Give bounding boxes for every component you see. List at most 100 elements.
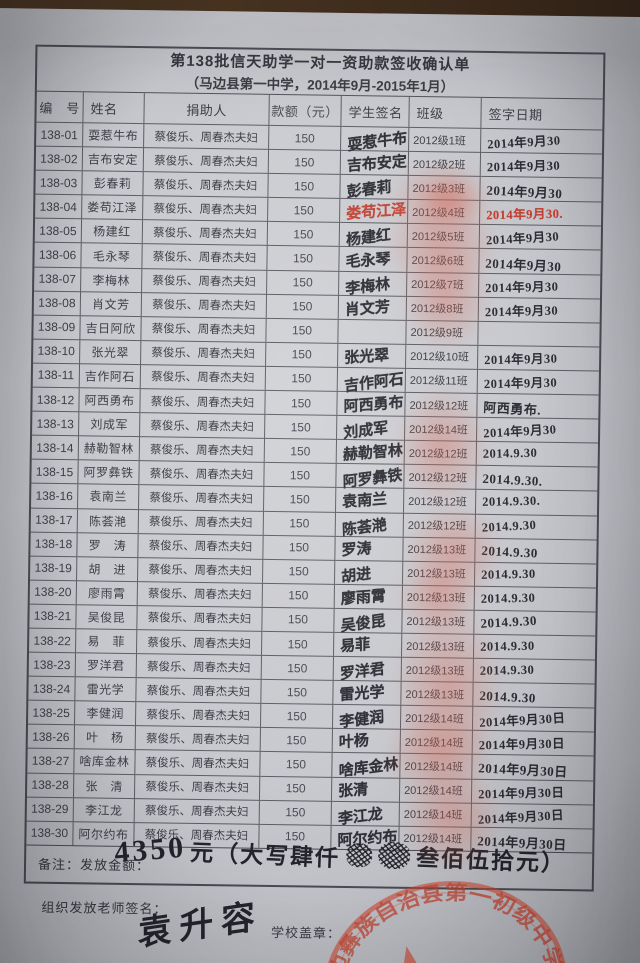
amount: 150 (259, 799, 332, 825)
date-cell: 2014年9月30日 (472, 706, 595, 732)
student-signature: 张清 (338, 781, 369, 800)
student-id: 138-23 (28, 651, 77, 677)
student-name: 杨建红 (81, 218, 144, 244)
donor-name: 蔡俊乐、周春杰夫妇 (143, 147, 270, 174)
donor-name: 蔡俊乐、周春杰夫妇 (143, 195, 269, 222)
signature-date: 2014年9月30. (486, 206, 564, 223)
header-donor: 捐助人 (144, 93, 270, 125)
signature-date: 阿西勇布. (483, 399, 542, 418)
signature-date: 2014年9月30日 (478, 711, 566, 731)
amount: 150 (265, 365, 339, 391)
date-cell: 2014年9月30 (477, 368, 599, 395)
date-cell: 2014年9月30 (478, 344, 600, 371)
student-signature: 阿西勇布 (343, 395, 404, 416)
header-class: 班级 (409, 96, 482, 128)
student-id: 138-06 (34, 242, 82, 267)
donor-name: 蔡俊乐、周春杰夫妇 (138, 508, 265, 535)
class-name: 2012级13班 (401, 656, 474, 682)
student-name: 李梅林 (81, 266, 143, 292)
signature-cell: 吉作阿石 (337, 366, 407, 395)
class-name: 2012级6班 (407, 247, 480, 273)
amount: 150 (264, 486, 337, 512)
signature-date: 2014.9.30. (482, 470, 543, 489)
signature-date: 2014.9.30 (480, 590, 536, 606)
class-name: 2012级14班 (400, 753, 473, 779)
student-id: 138-19 (30, 555, 78, 581)
student-name: 吴俊昆 (76, 604, 138, 630)
signature-date: 2014.9.30 (479, 638, 535, 654)
donor-name: 蔡俊乐、周春杰夫妇 (136, 677, 262, 704)
donor-name: 蔡俊乐、周春杰夫妇 (142, 243, 268, 270)
signature-cell: 阿西勇布 (337, 390, 406, 416)
signature-date: 2014年9月30日 (478, 736, 566, 753)
signature-date: 2014年9月30 (482, 422, 557, 441)
signature-date: 2014.9.30 (479, 662, 535, 678)
date-cell: 2014年9月30 (479, 248, 601, 275)
signature-cell: 杨建红 (339, 222, 409, 250)
date-cell: 2014.9.30 (473, 633, 596, 660)
student-id: 138-13 (32, 410, 80, 436)
date-cell: 2014年9月30 (477, 416, 599, 443)
student-name: 刘成军 (79, 411, 141, 437)
student-name: 肖文芳 (80, 290, 143, 316)
student-name: 胡 进 (77, 555, 139, 581)
signature-cell: 刘成军 (337, 414, 406, 442)
class-name: 2012级13班 (402, 584, 475, 610)
signature-cell: 胡进 (334, 559, 404, 586)
student-name: 赫勒智林 (78, 435, 141, 461)
table-body: 138-01 耍惹牛布 蔡俊乐、周春杰夫妇 150 耍惹牛布 2012级1班 2… (26, 121, 603, 852)
student-id: 138-30 (26, 820, 74, 846)
donor-name: 蔡俊乐、周春杰夫妇 (139, 460, 265, 487)
class-name: 2012级14班 (400, 705, 474, 731)
signature-cell: 彭春莉 (340, 174, 409, 201)
student-name: 袁南兰 (78, 483, 140, 509)
signature-cell: 李健润 (332, 704, 402, 731)
donor-name: 蔡俊乐、周春杰夫妇 (138, 556, 264, 583)
student-signature: 易菲 (340, 637, 371, 656)
date-cell: 2014.9.30 (474, 561, 597, 588)
student-name: 易 菲 (76, 628, 138, 654)
donor-name: 蔡俊乐、周春杰夫妇 (141, 339, 267, 366)
class-name: 2012级14班 (399, 801, 472, 827)
student-id: 138-05 (34, 217, 83, 243)
ink-scribble (345, 842, 373, 867)
student-name: 吉日阿欣 (80, 315, 142, 340)
student-id: 138-18 (30, 531, 78, 556)
class-name: 2012级13班 (402, 608, 475, 634)
student-name: 叶 杨 (74, 724, 136, 750)
signature-date: 2014年9月30 (485, 279, 559, 295)
class-name: 2012级12班 (404, 464, 477, 490)
student-id: 138-15 (31, 458, 79, 484)
signature-cell: 张光翠 (338, 342, 407, 368)
class-name: 2012级9班 (406, 319, 479, 345)
donor-name: 蔡俊乐、周春杰夫妇 (135, 701, 262, 728)
student-id: 138-02 (35, 145, 84, 171)
donor-name: 蔡俊乐、周春杰夫妇 (134, 773, 261, 800)
class-name: 2012级13班 (403, 536, 476, 562)
student-name: 李健润 (75, 700, 137, 726)
date-cell: 2014.9.30 (476, 441, 598, 467)
class-name: 2012级13班 (402, 560, 476, 586)
school-seal-stamp: 马边彝族自治县第一初级中学 (313, 867, 568, 963)
amount: 150 (260, 703, 334, 729)
stamp-text: 马边彝族自治县第一初级中学 (313, 867, 568, 963)
student-id: 138-07 (34, 266, 82, 291)
student-id: 138-10 (33, 338, 81, 364)
date-cell: 2014年9月30 (479, 272, 601, 299)
student-name: 张 清 (73, 772, 136, 798)
date-cell: 2014.9.30 (474, 585, 596, 612)
class-name: 2012级8班 (406, 295, 480, 321)
header-amount: 款额（元） (269, 94, 342, 126)
donor-name: 蔡俊乐、周春杰夫妇 (140, 412, 266, 439)
student-signature: 廖雨霄 (340, 588, 386, 608)
amount: 150 (267, 269, 340, 295)
signature-cell: 吴俊昆 (334, 607, 403, 635)
date-cell: 2014年9月30日 (471, 802, 593, 829)
class-name: 2012级14班 (399, 777, 473, 803)
date-cell: 2014.9.30. (475, 489, 598, 515)
donor-name: 蔡俊乐、周春杰夫妇 (136, 653, 262, 679)
date-cell: 2014年9月30 (480, 151, 603, 178)
amount: 150 (260, 727, 333, 753)
student-id: 138-26 (27, 723, 76, 749)
